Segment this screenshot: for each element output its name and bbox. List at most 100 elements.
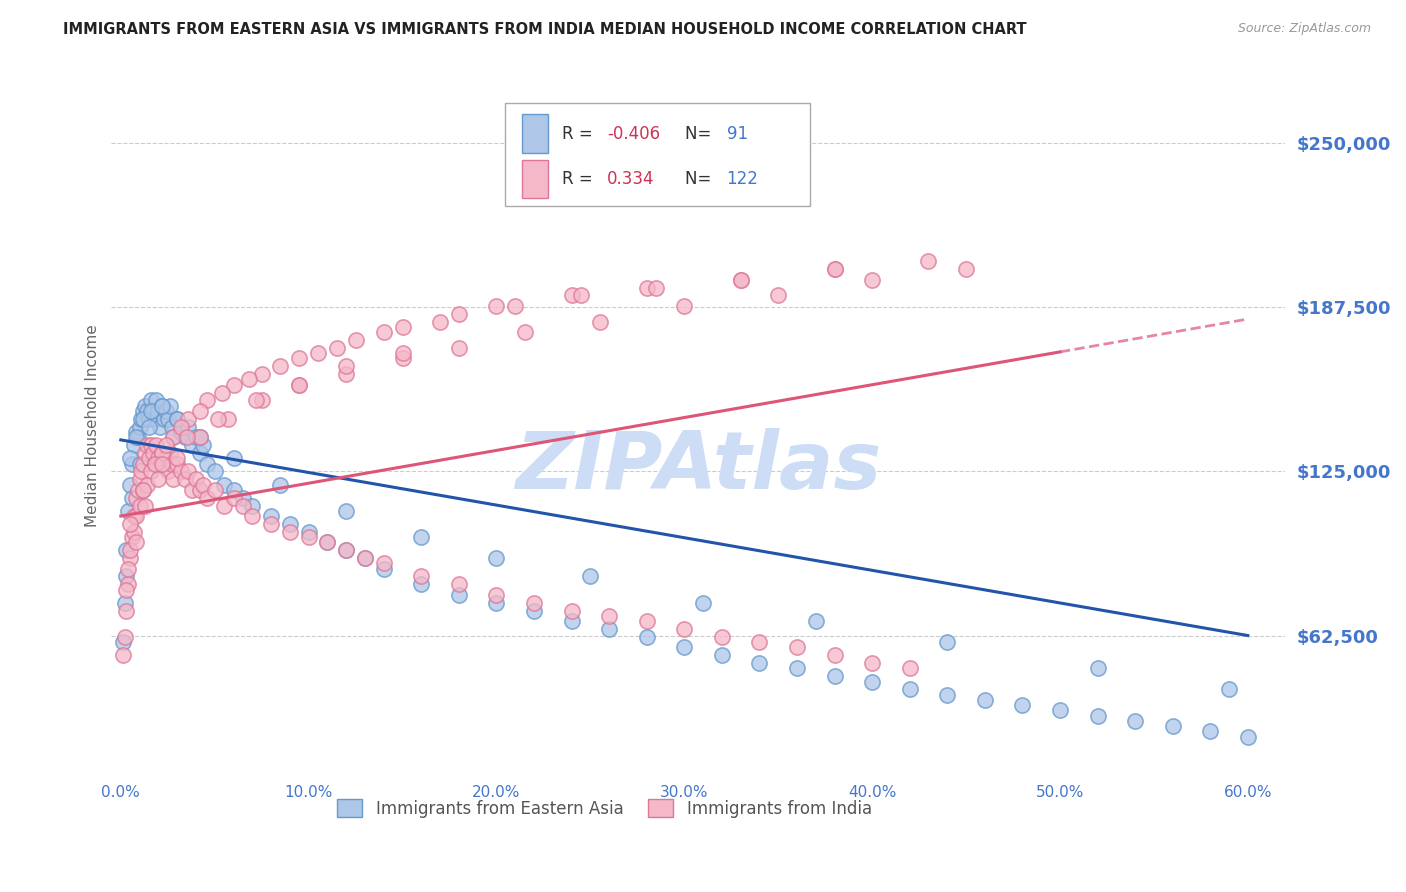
Point bbox=[212, 477, 235, 491]
Point bbox=[195, 393, 218, 408]
Point bbox=[153, 457, 176, 471]
Point bbox=[155, 451, 177, 466]
Point bbox=[128, 499, 150, 513]
Point bbox=[139, 404, 162, 418]
Point bbox=[391, 346, 413, 360]
Point bbox=[673, 299, 696, 313]
Point bbox=[204, 464, 226, 478]
Point bbox=[142, 404, 165, 418]
Point bbox=[373, 325, 395, 339]
Point bbox=[115, 604, 138, 618]
Point bbox=[288, 377, 311, 392]
Legend: Immigrants from Eastern Asia, Immigrants from India: Immigrants from Eastern Asia, Immigrants… bbox=[330, 793, 879, 824]
Point bbox=[373, 561, 395, 575]
Point bbox=[150, 446, 173, 460]
Point bbox=[117, 504, 139, 518]
Point bbox=[824, 648, 846, 663]
Point bbox=[673, 622, 696, 636]
Point bbox=[120, 451, 142, 466]
Point bbox=[222, 377, 245, 392]
Point bbox=[188, 430, 211, 444]
Point bbox=[111, 635, 134, 649]
Point bbox=[692, 596, 714, 610]
Point bbox=[238, 372, 260, 386]
Point bbox=[636, 614, 658, 628]
Point bbox=[115, 582, 138, 597]
Text: IMMIGRANTS FROM EASTERN ASIA VS IMMIGRANTS FROM INDIA MEDIAN HOUSEHOLD INCOME CO: IMMIGRANTS FROM EASTERN ASIA VS IMMIGRAN… bbox=[63, 22, 1026, 37]
Point bbox=[166, 451, 188, 466]
Point bbox=[1087, 708, 1109, 723]
Point bbox=[155, 404, 177, 418]
Point bbox=[335, 504, 357, 518]
Point bbox=[429, 315, 451, 329]
Point bbox=[636, 630, 658, 644]
Point bbox=[250, 393, 273, 408]
Point bbox=[222, 483, 245, 497]
Point bbox=[166, 412, 188, 426]
Point bbox=[136, 404, 159, 418]
Point bbox=[142, 446, 165, 460]
Point bbox=[143, 412, 166, 426]
Point bbox=[166, 412, 188, 426]
Point bbox=[145, 393, 167, 408]
Point bbox=[115, 569, 138, 583]
Point bbox=[973, 693, 995, 707]
Point bbox=[561, 288, 583, 302]
FancyBboxPatch shape bbox=[522, 160, 548, 198]
Point bbox=[335, 543, 357, 558]
Point bbox=[132, 412, 155, 426]
Point bbox=[391, 351, 413, 366]
Point bbox=[730, 273, 752, 287]
Point bbox=[768, 288, 790, 302]
Point bbox=[860, 273, 883, 287]
Point bbox=[288, 377, 311, 392]
Point bbox=[173, 472, 195, 486]
Point bbox=[122, 509, 145, 524]
Point bbox=[860, 656, 883, 670]
Point bbox=[188, 430, 211, 444]
Point bbox=[193, 438, 215, 452]
Point bbox=[120, 551, 142, 566]
Point bbox=[132, 483, 155, 497]
Point bbox=[278, 524, 301, 539]
Point bbox=[177, 419, 200, 434]
Point bbox=[188, 446, 211, 460]
Point bbox=[298, 524, 321, 539]
Point bbox=[120, 516, 142, 531]
Point bbox=[217, 412, 239, 426]
Text: N=: N= bbox=[686, 169, 717, 187]
Point bbox=[139, 393, 162, 408]
Point bbox=[245, 393, 267, 408]
Point bbox=[162, 472, 184, 486]
Point bbox=[132, 483, 155, 497]
Point bbox=[391, 320, 413, 334]
Point bbox=[344, 333, 367, 347]
Point bbox=[335, 368, 357, 382]
Point bbox=[269, 477, 291, 491]
Point bbox=[145, 438, 167, 452]
Point bbox=[503, 299, 526, 313]
Point bbox=[131, 464, 153, 478]
Point bbox=[730, 273, 752, 287]
Point bbox=[786, 661, 808, 675]
Point bbox=[485, 299, 508, 313]
Point bbox=[132, 457, 155, 471]
Point bbox=[523, 596, 546, 610]
Point bbox=[260, 509, 283, 524]
Point bbox=[1123, 714, 1146, 728]
Point bbox=[373, 557, 395, 571]
Point bbox=[269, 359, 291, 374]
Point bbox=[149, 419, 172, 434]
Point bbox=[195, 457, 218, 471]
Point bbox=[156, 464, 179, 478]
Point bbox=[335, 359, 357, 374]
Point bbox=[326, 341, 349, 355]
Point bbox=[177, 464, 200, 478]
Point bbox=[955, 262, 977, 277]
Point bbox=[139, 438, 162, 452]
Point bbox=[411, 530, 433, 544]
Point bbox=[176, 430, 198, 444]
Point bbox=[111, 648, 134, 663]
Point bbox=[240, 509, 263, 524]
Point bbox=[335, 543, 357, 558]
